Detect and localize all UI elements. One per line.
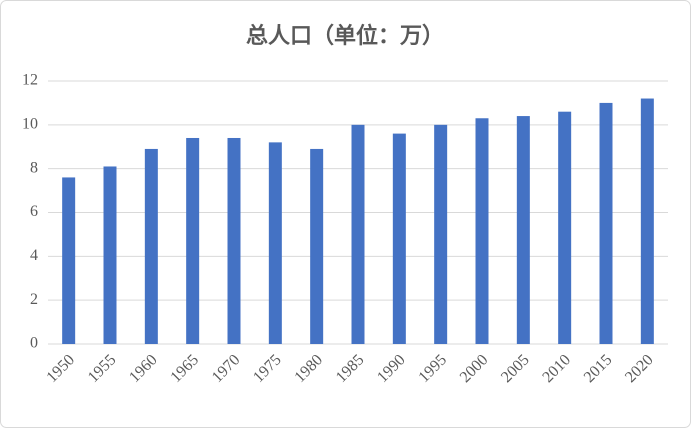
bar bbox=[599, 102, 613, 345]
y-tick-label: 12 bbox=[22, 72, 38, 89]
y-tick-label: 0 bbox=[30, 335, 38, 352]
bar bbox=[558, 111, 572, 344]
bar bbox=[227, 137, 241, 344]
bar bbox=[144, 148, 158, 344]
bar bbox=[475, 118, 489, 344]
bar bbox=[351, 124, 365, 344]
y-tick-label: 2 bbox=[30, 291, 38, 308]
bar bbox=[186, 137, 200, 344]
chart-title: 总人口（单位：万） bbox=[246, 23, 444, 48]
bar bbox=[310, 148, 324, 344]
bar bbox=[516, 116, 530, 344]
y-tick-label: 6 bbox=[30, 203, 38, 220]
bar bbox=[62, 177, 76, 344]
bar bbox=[640, 98, 654, 345]
y-tick-label: 10 bbox=[22, 116, 38, 133]
bar bbox=[103, 166, 117, 344]
bar bbox=[268, 142, 282, 344]
y-tick-label: 8 bbox=[30, 159, 38, 176]
bar bbox=[434, 124, 448, 344]
y-tick-label: 4 bbox=[30, 247, 38, 264]
bar bbox=[392, 133, 406, 344]
